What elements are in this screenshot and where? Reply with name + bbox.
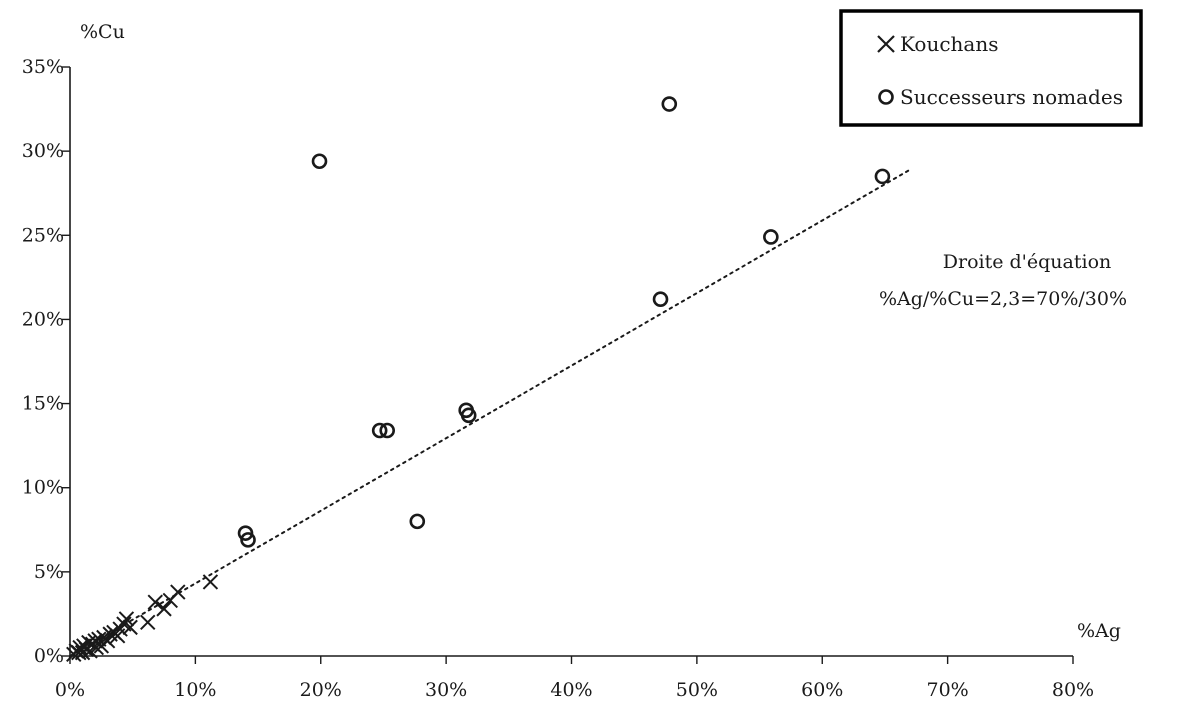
kouchans-point — [88, 639, 105, 656]
legend-marker-x — [877, 35, 895, 53]
y-axis-title: %Cu — [80, 21, 125, 43]
successeurs-point — [763, 229, 779, 245]
kouchans-point — [147, 594, 163, 610]
y-tick-label: 5% — [34, 561, 64, 583]
successeurs-point — [652, 291, 669, 308]
kouchans-point — [170, 584, 186, 600]
successeurs-point — [874, 168, 891, 185]
successeurs-point — [379, 422, 395, 439]
successeurs-point — [371, 422, 388, 439]
legend: Kouchans Successeurs nomades — [839, 9, 1143, 127]
x-tick-label: 20% — [300, 679, 342, 701]
kouchans-point — [118, 611, 135, 627]
x-tick-label: 30% — [425, 679, 467, 701]
successeurs-point — [460, 407, 477, 424]
y-axis-ticks: 0% 5% 10% 15% 20% 25% 30% 35% — [22, 56, 70, 667]
kouchans-point — [156, 601, 172, 617]
successeurs-point — [661, 96, 678, 112]
legend-box — [839, 9, 1143, 127]
kouchans-point — [202, 574, 219, 590]
y-tick-label: 25% — [22, 224, 64, 246]
successeurs-point — [237, 525, 254, 541]
data-points — [66, 96, 891, 663]
successeurs-point — [409, 513, 426, 530]
legend-marker-circle — [878, 89, 894, 105]
y-tick-label: 20% — [22, 308, 64, 330]
x-axis-title: %Ag — [1077, 620, 1121, 642]
successeurs-point — [311, 153, 328, 170]
x-tick-label: 60% — [801, 679, 843, 701]
x-tick-label: 80% — [1052, 679, 1094, 701]
y-tick-label: 35% — [22, 56, 64, 78]
kouchans-point — [140, 614, 156, 631]
y-tick-label: 15% — [22, 393, 64, 415]
x-tick-label: 70% — [927, 679, 969, 701]
legend-label-kouchans: Kouchans — [900, 32, 998, 56]
y-tick-label: 10% — [22, 477, 64, 499]
y-tick-label: 30% — [22, 140, 64, 162]
y-tick-label: 0% — [34, 645, 64, 667]
x-tick-label: 40% — [550, 679, 592, 701]
trend-annotation-line1: Droite d'équation — [943, 251, 1112, 273]
trend-line — [69, 168, 912, 657]
x-axis-ticks: 0% 10% 20% 30% 40% 50% 60% 70% 80% — [55, 656, 1094, 701]
successeurs-point — [240, 532, 256, 548]
x-tick-label: 50% — [676, 679, 718, 701]
legend-label-successeurs: Successeurs nomades — [900, 85, 1123, 109]
kouchans-point — [122, 619, 138, 636]
trend-annotation-line2: %Ag/%Cu=2,3=70%/30% — [879, 288, 1127, 310]
x-tick-label: 0% — [55, 679, 85, 701]
x-tick-label: 10% — [174, 679, 216, 701]
